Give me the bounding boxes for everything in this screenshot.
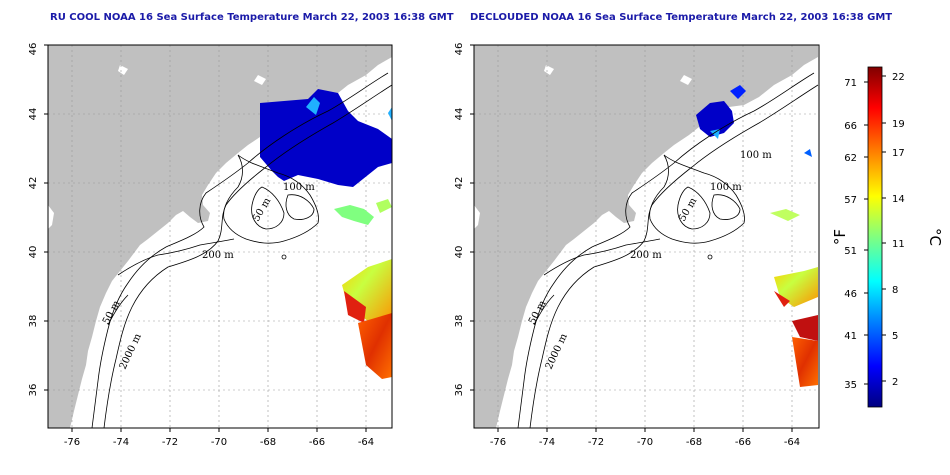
panel-title-right: DECLOUDED NOAA 16 Sea Surface Temperatur… [470,12,893,23]
x-tick-label: -76 [64,437,80,448]
colorbar-c-label: 19 [892,119,905,130]
sst-red-patch-right [792,315,818,341]
x-tick-label: -68 [260,437,276,448]
colorbar-f-label: 46 [844,289,857,300]
colorbar-f-label: 71 [844,78,857,89]
sst-cold-patch-left [260,89,392,187]
colorbar-c-label: 14 [892,194,905,205]
x-tick-label: -74 [113,437,129,448]
y-tick-label: 40 [454,246,465,259]
contour-label-right-2: 100 m [710,182,742,193]
colorbar-c-label: 17 [892,148,905,159]
colorbar-f-label: 57 [844,195,857,206]
sst-patch-right-d [804,149,812,157]
contour-label-left-3: 200 m [202,250,234,261]
x-axis-labels-left: -76 -74 -72 -70 -68 -66 -64 [64,437,374,448]
x-tick-label: -72 [162,437,178,448]
x-tick-label: -70 [211,437,227,448]
y-tick-label: 42 [28,177,39,190]
colorbar-unit-fahrenheit: °F [831,229,849,245]
colorbar-ticks-right [882,75,886,382]
colorbar-c-label: 8 [892,285,898,296]
y-tick-label: 40 [28,246,39,259]
y-axis-labels-right: 36 38 40 42 44 46 [454,43,465,397]
sst-red-strip-right [774,291,790,307]
y-axis-ticks-left [44,44,48,391]
map-panel-right: 100 m 100 m 50 m 200 m 50 m 2000 m -76 -… [454,43,820,448]
y-tick-label: 46 [28,43,39,56]
x-axis-ticks-right [497,428,793,432]
sst-warm-patch-right [774,267,818,307]
y-tick-label: 44 [454,108,465,121]
colorbar-c-label: 22 [892,72,905,83]
y-tick-label: 38 [28,315,39,328]
x-tick-label: -76 [490,437,506,448]
x-tick-label: -66 [735,437,751,448]
map-panel-left: 100 m 50 m 200 m 50 m 2000 m -76 -74 -72… [28,43,393,448]
x-tick-label: -70 [637,437,653,448]
contour-label-left-1: 100 m [283,182,315,193]
sst-cold-patch-right-b [730,85,746,99]
colorbar-f-label: 41 [844,331,857,342]
map-frame-right [473,44,820,429]
x-tick-label: -64 [358,437,374,448]
y-axis-labels-left: 36 38 40 42 44 46 [28,43,39,397]
colorbar-f-label: 62 [844,153,857,164]
y-tick-label: 38 [454,315,465,328]
y-tick-label: 36 [28,384,39,397]
x-axis-ticks-left [71,428,367,432]
map-frame-left [47,44,393,429]
colorbar-f-label: 66 [844,121,857,132]
sst-cold-patch-right-a [696,101,734,137]
y-tick-label: 44 [28,108,39,121]
x-tick-label: -74 [539,437,555,448]
y-axis-ticks-right [470,44,474,391]
sst-patch-right-c [710,129,720,139]
sst-patch-left-d [334,205,374,225]
x-axis-labels-right: -76 -74 -72 -70 -68 -66 -64 [490,437,800,448]
sst-patch-left-c [388,107,392,121]
colorbar-ticks-left [864,81,868,385]
sst-hot-patch-left [358,313,392,379]
x-tick-label: -68 [686,437,702,448]
y-tick-label: 42 [454,177,465,190]
colorbar-c-label: 11 [892,239,905,250]
colorbar-f-label: 35 [844,380,857,391]
colorbar-unit-celsius: °C [926,228,944,246]
colorbar-c-label: 5 [892,331,898,342]
x-tick-label: -72 [588,437,604,448]
y-tick-label: 36 [454,384,465,397]
colorbar-gradient [867,66,883,408]
colorbar-c-label: 2 [892,377,898,388]
sst-patch-left-b [306,97,320,115]
x-tick-label: -64 [784,437,800,448]
sst-red-strip-left [344,291,366,323]
x-tick-label: -66 [309,437,325,448]
contour-label-right-1: 100 m [740,150,772,161]
sst-hot-patch-right [792,337,818,387]
colorbar-f-label: 51 [844,246,857,257]
colorbar: 71 66 62 57 51 46 41 35 22 19 17 14 11 8… [831,66,944,408]
y-tick-label: 46 [454,43,465,56]
sst-patch-right-e [770,209,800,221]
sst-patch-left-e [376,199,392,213]
contour-label-right-4: 200 m [630,250,662,261]
panel-title-left: RU COOL NOAA 16 Sea Surface Temperature … [50,12,454,23]
